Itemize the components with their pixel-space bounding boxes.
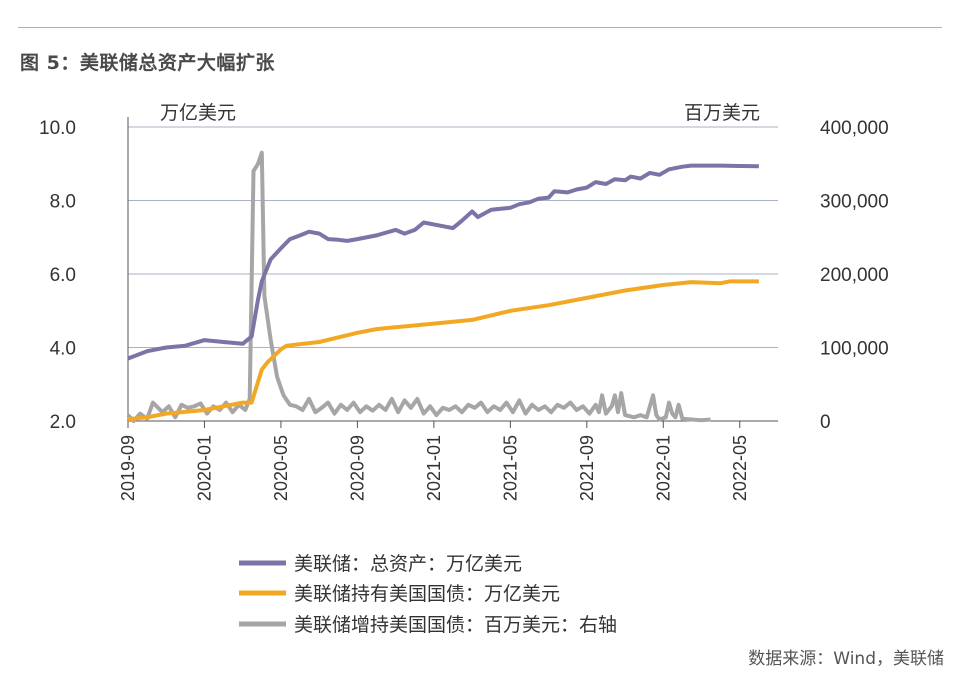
series-treasury-increase <box>126 150 711 423</box>
series-total-assets <box>127 163 759 361</box>
right-tick-label: 100,000 <box>820 339 889 360</box>
data-source: 数据来源：Wind，美联储 <box>748 649 944 669</box>
series-lines <box>126 150 759 423</box>
legend-label: 美联储增持美国国债：百万美元：右轴 <box>294 614 617 636</box>
x-tick-label: 2020-01 <box>194 435 214 501</box>
x-tick-label: 2021-01 <box>424 435 444 501</box>
right-tick-label: 300,000 <box>820 192 889 213</box>
x-tick-label: 2019-09 <box>118 435 138 501</box>
grid-lines <box>128 126 778 348</box>
x-tick-label: 2020-09 <box>347 435 367 501</box>
x-tick-label: 2022-01 <box>653 435 673 501</box>
x-tick-label: 2021-05 <box>500 435 520 501</box>
figure-title: 图 5：美联储总资产大幅扩张 <box>20 52 275 74</box>
left-tick-label: 6.0 <box>50 265 76 286</box>
legend-label: 美联储：总资产：万亿美元 <box>294 553 522 575</box>
right-tick-label: 0 <box>820 412 831 433</box>
axes: 2.0 4.0 6.0 8.0 10.0 0 100,000 200,000 300,000 40… <box>39 102 889 501</box>
left-tick-label: 10.0 <box>39 118 76 139</box>
left-tick-label: 4.0 <box>50 339 76 360</box>
left-axis-unit: 万亿美元 <box>160 102 236 124</box>
legend-label: 美联储持有美国国债：万亿美元 <box>294 583 560 605</box>
legend: 美联储：总资产：万亿美元美联储持有美国国债：万亿美元美联储增持美国国债：百万美元… <box>239 553 617 636</box>
right-axis-unit: 百万美元 <box>684 102 760 124</box>
right-tick-label: 200,000 <box>820 265 889 286</box>
top-divider <box>18 27 942 28</box>
left-tick-label: 2.0 <box>50 412 76 433</box>
left-tick-label: 8.0 <box>50 192 76 213</box>
x-tick-label: 2021-09 <box>577 435 597 501</box>
x-tick-label: 2020-05 <box>271 435 291 501</box>
right-tick-label: 400,000 <box>820 118 889 139</box>
series-treasury-holdings <box>127 279 759 422</box>
x-tick-label: 2022-05 <box>730 435 750 501</box>
